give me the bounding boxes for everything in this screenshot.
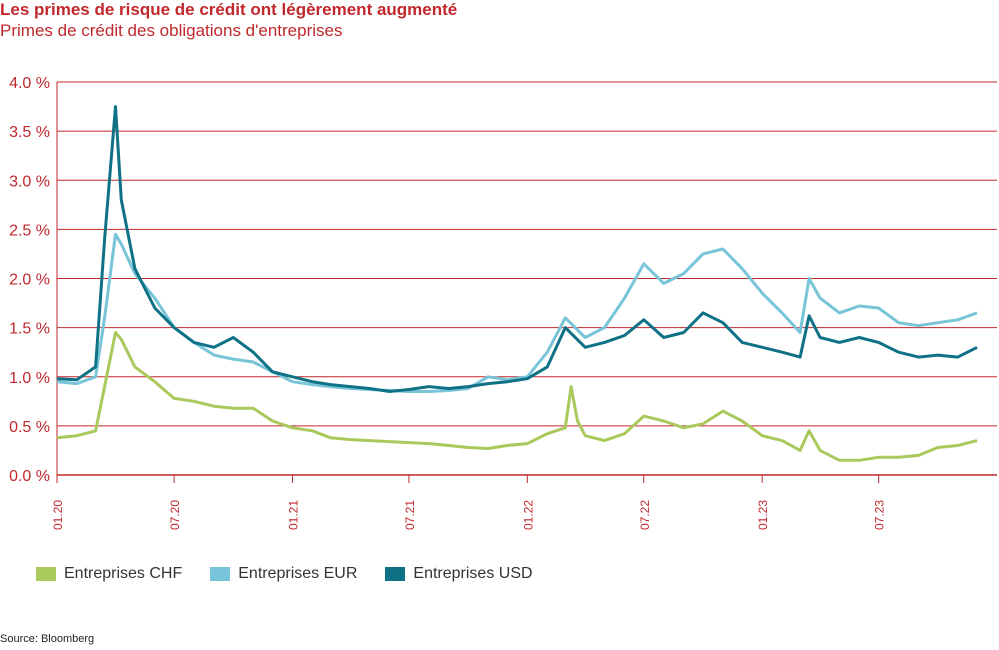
y-tick-label: 2.0 % [9, 272, 50, 289]
y-tick-label: 3.5 % [9, 124, 50, 141]
y-tick-label: 0.5 % [9, 419, 50, 436]
legend-label-eur: Entreprises EUR [238, 565, 358, 582]
y-tick-label: 3.0 % [9, 173, 50, 190]
series-line-usd [56, 105, 978, 393]
y-tick-label: 0.0 % [9, 468, 50, 485]
legend-label-usd: Entreprises USD [413, 565, 533, 582]
y-tick-label: 1.5 % [9, 321, 50, 338]
x-tick-label: 07.20 [168, 500, 182, 530]
x-tick-label: 07.23 [873, 500, 887, 530]
series-line-eur [56, 232, 978, 393]
y-tick-label: 2.5 % [9, 222, 50, 239]
x-tick-label: 07.22 [638, 500, 652, 530]
line-chart: 0.0 % 0.5 % 1.0 % 1.5 % 2.0 % 2.5 % 3.0 % 3.5 %… [9, 75, 997, 530]
x-tick-label: 01.20 [51, 500, 65, 530]
y-tick-label: 1.0 % [9, 370, 50, 387]
legend-swatch-eur [210, 567, 231, 581]
legend-swatch-chf [36, 567, 56, 581]
legend-item-eur: Entreprises EUR [210, 565, 357, 583]
source-note: Source: Bloomberg [0, 633, 95, 645]
x-tick-label: 01.23 [756, 500, 770, 530]
legend-item-chf: Entreprises CHF [36, 565, 182, 583]
x-tick-label: 01.21 [286, 500, 300, 530]
legend-label-chf: Entreprises CHF [64, 565, 183, 582]
x-tick-label: 01.22 [521, 500, 535, 530]
x-tick-label: 07.21 [403, 500, 417, 530]
y-tick-label: 4.0 % [9, 75, 50, 92]
chart-legend: Entreprises CHF Entreprises EUR Entrepri… [36, 565, 533, 583]
series-line-chf [56, 331, 978, 462]
chart-subtitle: Primes de crédit des obligations d'entre… [0, 21, 343, 40]
legend-swatch-usd [385, 567, 406, 581]
legend-item-usd: Entreprises USD [385, 565, 533, 583]
chart-title: Les primes de risque de crédit ont légèr… [0, 0, 458, 19]
